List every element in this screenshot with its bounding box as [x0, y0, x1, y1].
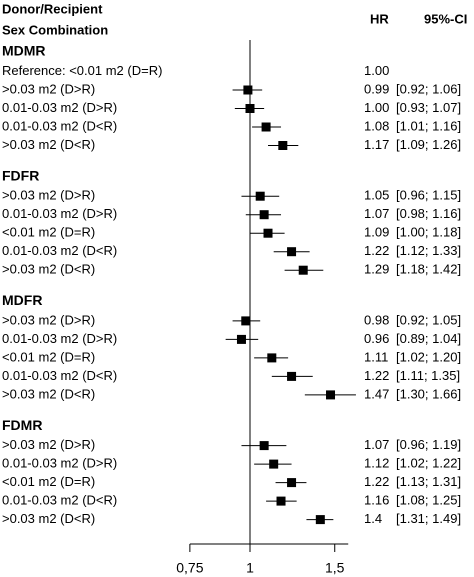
row-label: >0.03 m2 (D>R) [2, 188, 95, 203]
row-label: 0.01-0.03 m2 (D<R) [2, 118, 117, 133]
hr-value: 1.4 [364, 511, 382, 526]
row-label: >0.03 m2 (D>R) [2, 81, 95, 96]
hr-value: 1.11 [364, 349, 388, 364]
hr-value: 1.22 [364, 243, 389, 258]
hr-value: 1.47 [364, 386, 389, 401]
hr-marker [255, 191, 265, 201]
ci-value: [1.11; 1.35] [396, 368, 460, 383]
hr-marker [267, 353, 277, 363]
ci-value: [1.12; 1.33] [396, 243, 461, 258]
hr-marker [287, 247, 297, 257]
hr-marker [261, 122, 271, 132]
ci-value: [1.08; 1.25] [396, 493, 461, 508]
row-label: <0.01 m2 (D=R) [2, 225, 95, 240]
x-tick-label: 0,75 [176, 560, 203, 576]
hr-value: 1.12 [364, 456, 389, 471]
hr-value: 1.22 [364, 368, 389, 383]
hr-marker [243, 85, 253, 95]
hr-header: HR [370, 11, 389, 26]
hr-marker [315, 515, 325, 525]
hr-value: 1.17 [364, 137, 389, 152]
ci-value: [0.92; 1.05] [396, 312, 461, 327]
row-label: >0.03 m2 (D>R) [2, 437, 95, 452]
hr-marker [259, 210, 269, 220]
hr-value: 0.96 [364, 331, 389, 346]
ci-header: 95%-CI [424, 11, 467, 26]
ci-value: [1.00; 1.18] [396, 225, 461, 240]
hr-marker [298, 265, 308, 275]
row-label: <0.01 m2 (D=R) [2, 474, 95, 489]
ci-value: [1.13; 1.31] [396, 474, 461, 489]
ci-value: [1.31; 1.49] [396, 511, 461, 526]
ci-value: [1.02; 1.20] [396, 349, 461, 364]
hr-value: 1.00 [364, 63, 389, 78]
group-label: FDMR [2, 417, 42, 433]
row-label: 0.01-0.03 m2 (D<R) [2, 368, 117, 383]
ci-value: [1.09; 1.26] [396, 137, 461, 152]
hr-value: 1.16 [364, 493, 389, 508]
hr-value: 1.09 [364, 225, 389, 240]
group-label: MDMR [2, 43, 46, 59]
row-label: 0.01-0.03 m2 (D>R) [2, 331, 117, 346]
hr-marker [259, 441, 269, 451]
ci-value: [1.30; 1.66] [396, 386, 461, 401]
hr-value: 1.00 [364, 100, 389, 115]
x-tick-label: 1,5 [325, 560, 345, 576]
group-label: MDFR [2, 292, 42, 308]
ci-value: [0.89; 1.04] [396, 331, 461, 346]
hr-value: 0.98 [364, 312, 389, 327]
ci-value: [0.92; 1.06] [396, 81, 461, 96]
row-label: >0.03 m2 (D<R) [2, 262, 95, 277]
row-label: 0.01-0.03 m2 (D>R) [2, 100, 117, 115]
row-label: Reference: <0.01 m2 (D=R) [2, 63, 162, 78]
hr-marker [236, 334, 246, 344]
x-tick-label: 1 [246, 560, 254, 576]
hr-marker [278, 141, 288, 150]
hr-value: 0.99 [364, 81, 389, 96]
hr-marker [287, 371, 297, 381]
row-label: >0.03 m2 (D<R) [2, 511, 95, 526]
header: Sex Combination [2, 22, 108, 37]
hr-marker [245, 104, 255, 113]
row-label: 0.01-0.03 m2 (D>R) [2, 206, 117, 221]
ci-value: [1.01; 1.16] [396, 118, 461, 133]
hr-marker [263, 228, 273, 238]
row-label: <0.01 m2 (D=R) [2, 349, 95, 364]
row-label: >0.03 m2 (D>R) [2, 312, 95, 327]
row-label: 0.01-0.03 m2 (D>R) [2, 456, 117, 471]
ci-value: [0.96; 1.15] [396, 188, 461, 203]
hr-value: 1.22 [364, 474, 389, 489]
ci-value: [1.02; 1.22] [396, 456, 461, 471]
hr-value: 1.07 [364, 206, 389, 221]
hr-value: 1.08 [364, 118, 389, 133]
hr-marker [326, 390, 336, 400]
ci-value: [0.96; 1.19] [396, 437, 461, 452]
row-label: >0.03 m2 (D<R) [2, 137, 95, 152]
ci-value: [1.18; 1.42] [396, 262, 461, 277]
hr-marker [269, 459, 279, 469]
hr-value: 1.29 [364, 262, 389, 277]
hr-value: 1.05 [364, 188, 389, 203]
header: Donor/Recipient [2, 1, 103, 16]
ci-value: [0.98; 1.16] [396, 206, 461, 221]
hr-marker [241, 316, 251, 326]
group-label: FDFR [2, 167, 39, 183]
row-label: 0.01-0.03 m2 (D<R) [2, 493, 117, 508]
hr-marker [276, 496, 286, 506]
ci-value: [0.93; 1.07] [396, 100, 461, 115]
row-label: >0.03 m2 (D<R) [2, 386, 95, 401]
hr-marker [287, 478, 297, 488]
row-label: 0.01-0.03 m2 (D<R) [2, 243, 117, 258]
hr-value: 1.07 [364, 437, 389, 452]
